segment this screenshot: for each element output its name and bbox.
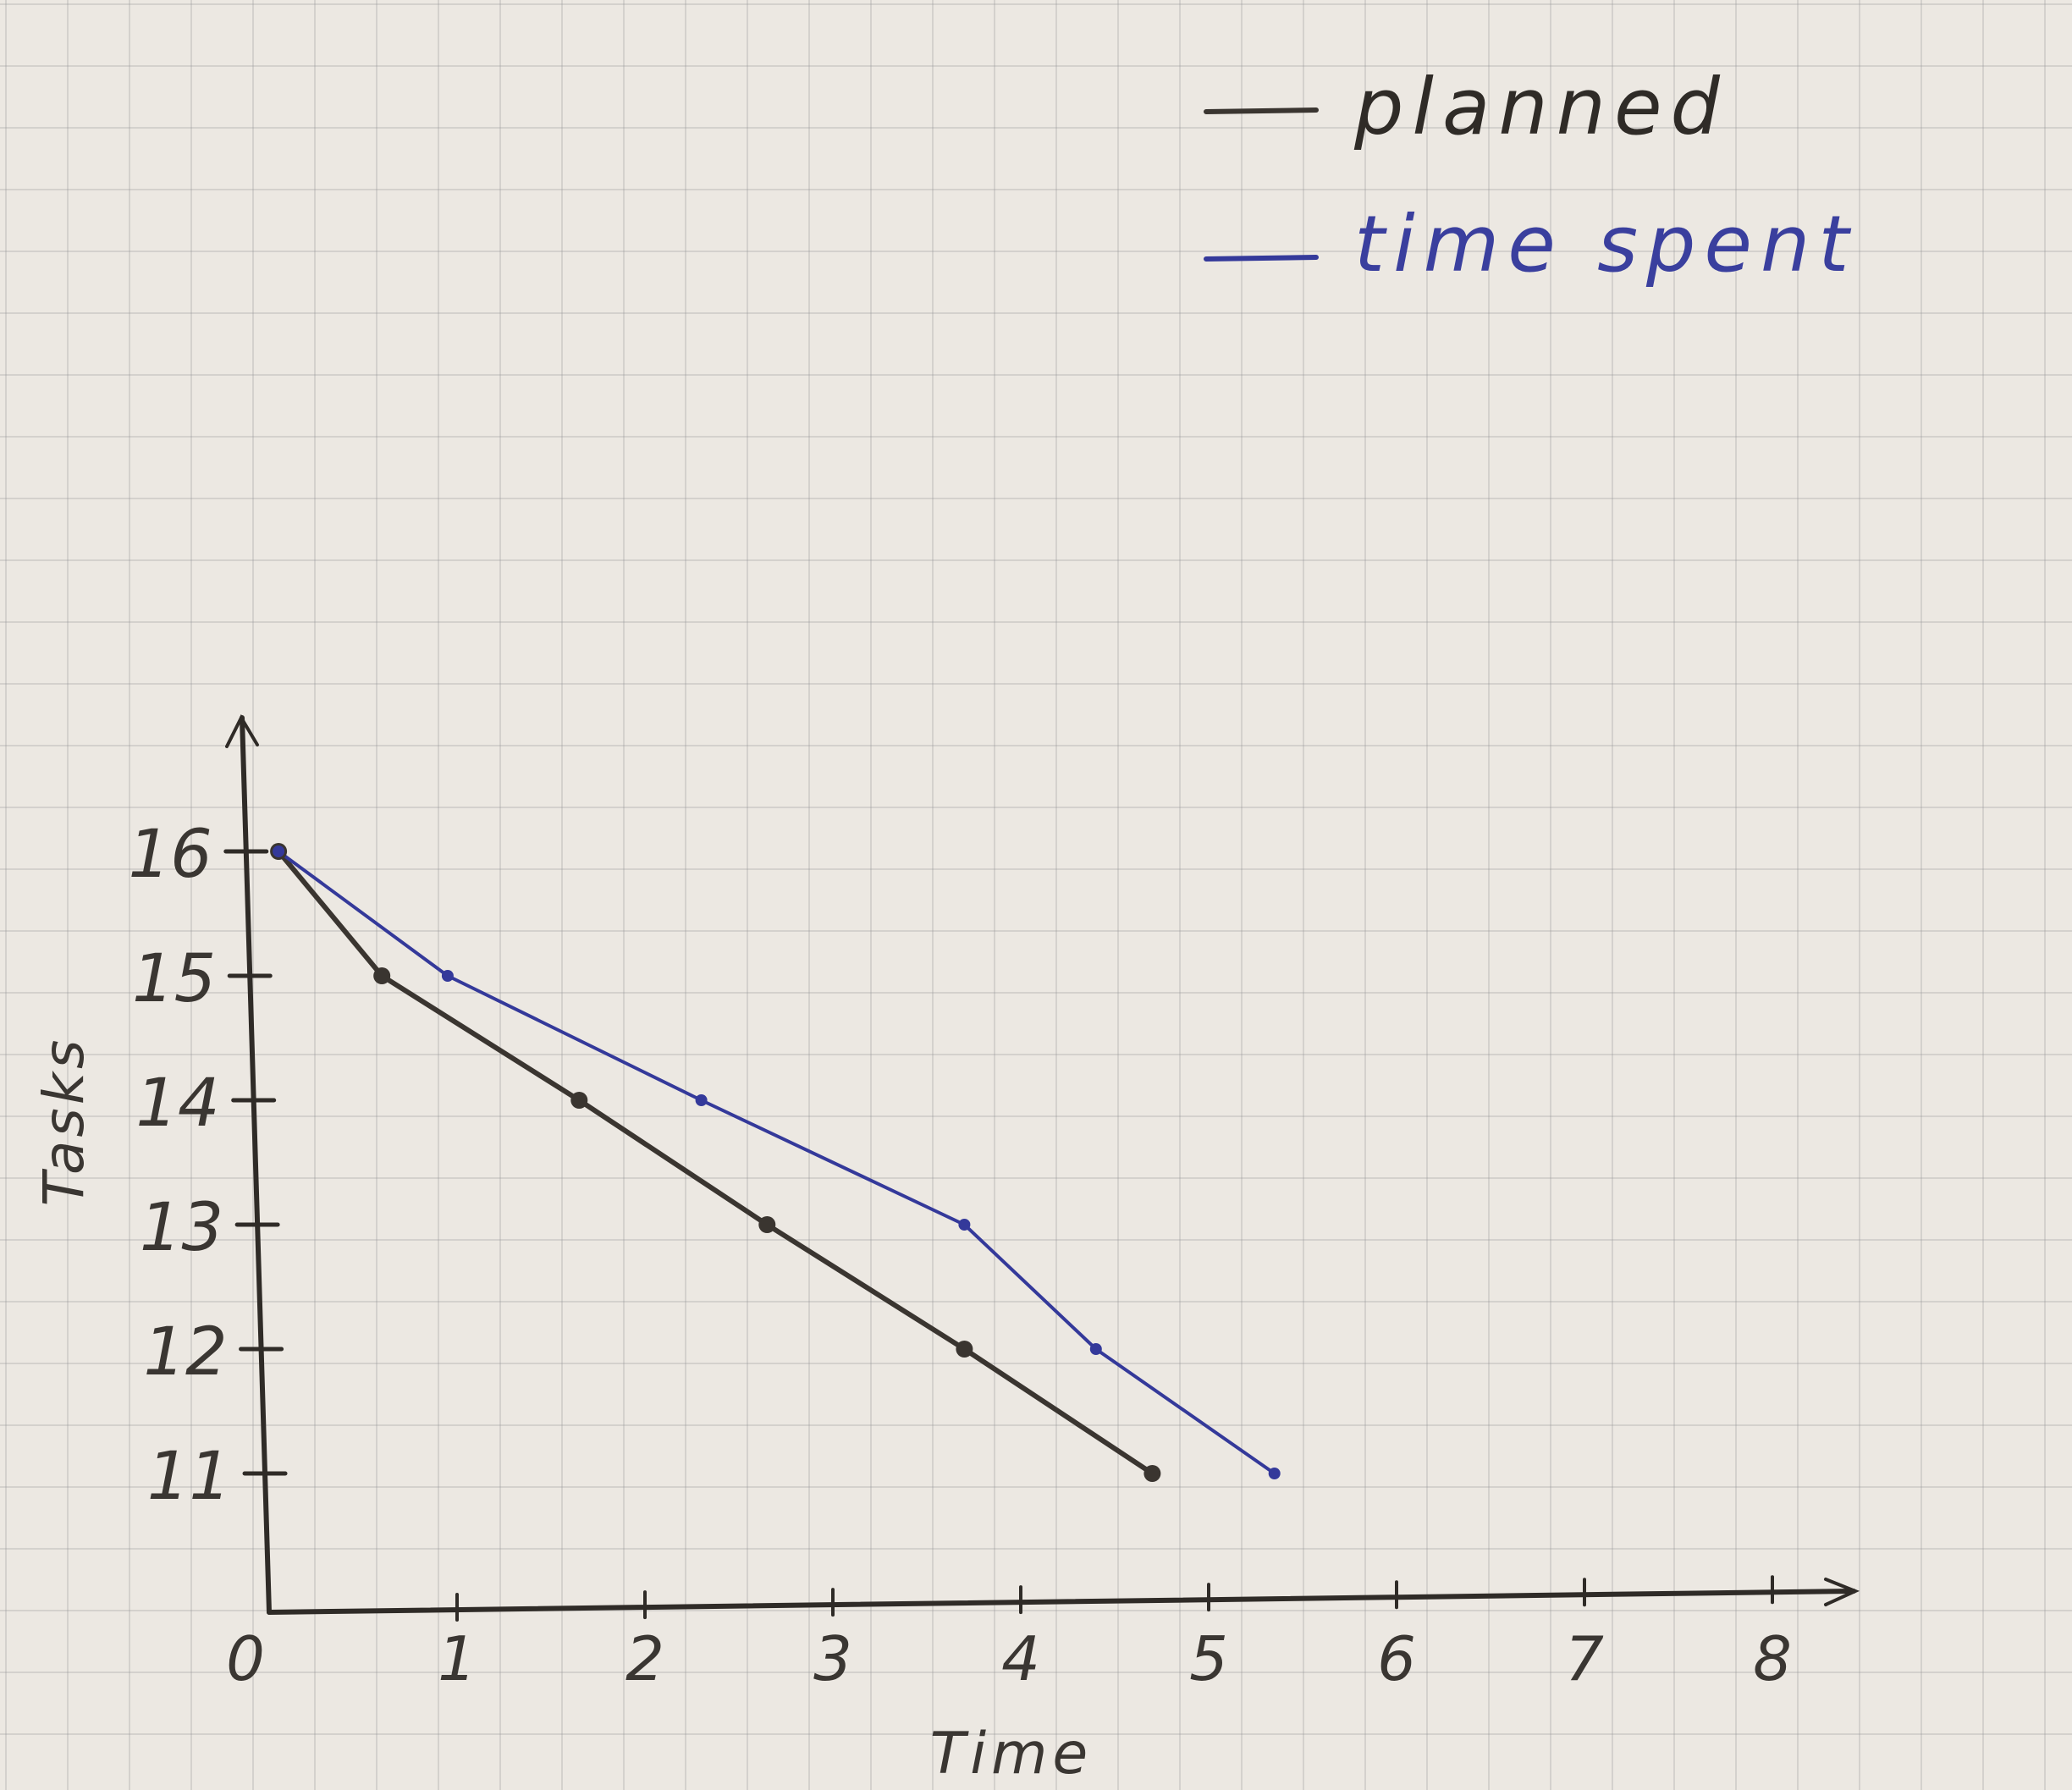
series-point-time-spent-0 bbox=[273, 845, 285, 857]
x-tick-label-6: 6 bbox=[1377, 1623, 1416, 1694]
series-point-time-spent-3 bbox=[958, 1219, 971, 1231]
y-tick-label-16: 16 bbox=[129, 817, 212, 893]
series-point-time-spent-4 bbox=[1089, 1343, 1102, 1355]
series-point-time-spent-2 bbox=[695, 1094, 708, 1106]
series-point-planned-4 bbox=[956, 1341, 973, 1358]
x-tick-label-7: 7 bbox=[1565, 1623, 1604, 1694]
y-axis-line bbox=[240, 715, 272, 1615]
x-tick-label-2: 2 bbox=[625, 1623, 664, 1694]
y-tick-label-11: 11 bbox=[147, 1439, 231, 1515]
series-point-planned-3 bbox=[758, 1216, 776, 1233]
series-point-planned-1 bbox=[373, 967, 391, 984]
y-axis-label: Tasks bbox=[31, 1037, 96, 1207]
x-tick-label-0: 0 bbox=[226, 1623, 265, 1694]
series-point-time-spent-5 bbox=[1268, 1468, 1281, 1479]
y-tick-label-12: 12 bbox=[143, 1314, 227, 1391]
series-line-time-spent bbox=[277, 850, 1276, 1475]
x-tick-label-8: 8 bbox=[1753, 1623, 1792, 1694]
x-tick-label-1: 1 bbox=[438, 1623, 477, 1694]
y-tick-label-15: 15 bbox=[132, 941, 216, 1017]
legend-swatch-planned bbox=[1204, 107, 1319, 114]
y-tick-label-13: 13 bbox=[140, 1190, 223, 1266]
series-point-planned-2 bbox=[570, 1092, 588, 1109]
series-line-planned bbox=[276, 849, 1155, 1476]
series-point-time-spent-1 bbox=[441, 970, 454, 982]
y-tick-label-14: 14 bbox=[135, 1066, 219, 1142]
tick-marks bbox=[223, 849, 1774, 1622]
legend: planned time spent bbox=[1204, 62, 1857, 289]
x-tick-label-3: 3 bbox=[813, 1623, 852, 1694]
series-lines bbox=[276, 849, 1276, 1476]
x-axis-label: Time bbox=[930, 1721, 1094, 1787]
x-tick-label-5: 5 bbox=[1189, 1623, 1228, 1694]
x-tick-label-4: 4 bbox=[1001, 1623, 1040, 1694]
series-points bbox=[270, 843, 1281, 1482]
x-axis-arrow-icon bbox=[1824, 1578, 1860, 1606]
legend-label-time-spent: time spent bbox=[1354, 199, 1857, 289]
x-axis-line bbox=[267, 1589, 1856, 1615]
series-point-planned-5 bbox=[1143, 1465, 1161, 1482]
legend-label-planned: planned bbox=[1353, 62, 1728, 152]
chart-axes bbox=[225, 713, 1860, 1615]
legend-swatch-time-spent bbox=[1204, 255, 1319, 262]
y-axis-arrow-icon bbox=[225, 713, 259, 748]
